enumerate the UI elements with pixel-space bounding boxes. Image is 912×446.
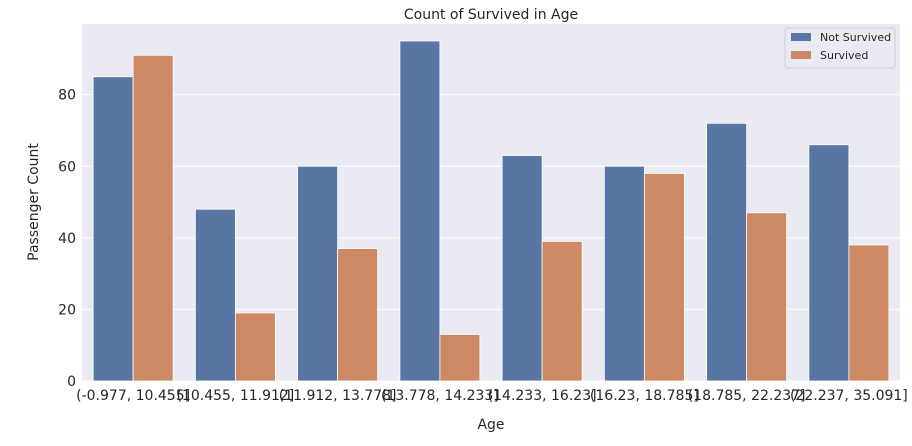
bar	[808, 144, 850, 382]
x-tick-label: (11.912, 13.778]	[279, 388, 397, 404]
x-tick-label: (22.237, 35.091]	[790, 388, 908, 404]
bars	[92, 40, 890, 382]
bar	[297, 165, 339, 382]
x-axis-label: Age	[477, 417, 504, 433]
legend: Not Survived Survived	[784, 27, 896, 69]
y-tick-label: 40	[58, 231, 76, 247]
legend-label-not-survived: Not Survived	[820, 31, 891, 44]
bar	[541, 241, 583, 382]
bar	[439, 334, 481, 382]
legend-swatch-not-survived	[791, 33, 811, 41]
y-tick-labels: 0 20 40 60 80	[58, 88, 76, 390]
bar	[746, 212, 788, 382]
x-tick-label: (13.778, 14.233]	[381, 388, 499, 404]
x-tick-label: (14.233, 16.23]	[488, 388, 597, 404]
chart-title: Count of Survived in Age	[404, 7, 578, 23]
legend-label-survived: Survived	[820, 49, 868, 62]
legend-box	[784, 27, 896, 69]
y-axis-label: Passenger Count	[26, 143, 42, 261]
bar	[337, 248, 379, 382]
bar	[643, 173, 685, 382]
legend-swatch-survived	[791, 51, 811, 59]
x-tick-label: (18.785, 22.237]	[688, 388, 806, 404]
x-tick-label: (16.23, 18.785]	[590, 388, 699, 404]
bar	[848, 244, 890, 382]
bar	[706, 122, 748, 382]
bar	[399, 40, 441, 382]
x-tick-label: (10.455, 11.912]	[176, 388, 294, 404]
y-tick-label: 80	[58, 88, 76, 104]
bar	[501, 155, 543, 382]
x-tick-labels: (-0.977, 10.455](10.455, 11.912](11.912,…	[76, 388, 908, 404]
bar	[92, 76, 134, 382]
y-tick-label: 0	[67, 374, 76, 390]
bar	[234, 312, 276, 382]
bar	[132, 54, 174, 382]
y-tick-label: 60	[58, 159, 76, 175]
bar	[603, 165, 645, 382]
x-tick-label: (-0.977, 10.455]	[76, 388, 190, 404]
bar	[194, 208, 236, 382]
y-tick-label: 20	[58, 302, 76, 318]
